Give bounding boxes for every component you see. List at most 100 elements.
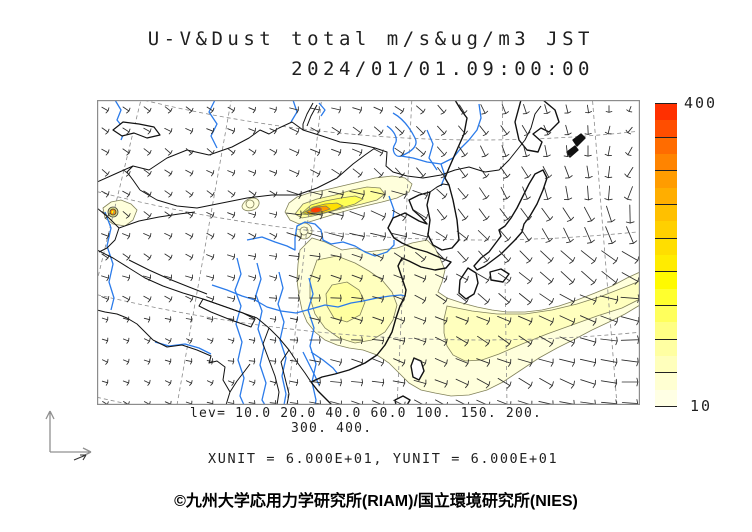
wind-arrow	[604, 165, 613, 179]
title-line-2: 2024/01/01.09:00:00	[291, 58, 594, 80]
wind-arrow	[185, 295, 194, 303]
wind-arrow	[416, 105, 426, 115]
wind-arrow	[269, 127, 277, 135]
wind-arrow	[286, 232, 302, 242]
wind-arrow	[518, 335, 533, 348]
wind-arrow	[412, 190, 428, 200]
wind-arrow	[328, 232, 344, 241]
island-kyushu	[458, 267, 479, 300]
wind-arrow	[227, 253, 236, 261]
dust-blob-small-inner	[245, 199, 255, 209]
wind-arrow	[164, 169, 173, 177]
wind-arrow	[269, 169, 278, 177]
wind-arrow	[289, 316, 299, 323]
wind-arrow	[101, 274, 110, 282]
vector-units-label: XUNIT = 6.000E+01, YUNIT = 6.000E+01	[208, 451, 559, 467]
wind-arrow	[289, 336, 299, 344]
wind-arrow	[185, 127, 194, 135]
wind-arrow	[518, 293, 533, 306]
wind-arrow	[101, 169, 110, 177]
wind-arrow	[373, 106, 384, 114]
dust-contours	[102, 175, 640, 397]
river-nw-2	[208, 100, 218, 149]
border-russia-south	[97, 105, 542, 183]
wind-arrow	[435, 231, 448, 242]
wind-arrow	[584, 185, 593, 201]
colorbar	[655, 103, 677, 407]
wind-arrow	[415, 147, 426, 157]
wind-arrow	[101, 253, 110, 261]
wind-arrow	[437, 104, 447, 115]
wind-arrow	[416, 167, 426, 179]
wind-arrow	[328, 211, 344, 220]
wind-arrow	[248, 106, 256, 114]
wind-arrow	[624, 166, 634, 179]
river-liao	[388, 195, 395, 219]
wind-arrow	[434, 336, 448, 346]
wind-arrow	[501, 145, 510, 158]
colorbar-min-label: 10	[690, 397, 713, 415]
wind-arrow	[476, 378, 491, 389]
wind-arrow	[518, 272, 533, 285]
wind-arrow	[392, 378, 406, 387]
wind-arrow	[393, 252, 406, 262]
colorbar-max-label: 400	[684, 94, 718, 112]
graticule-parallel	[97, 191, 638, 241]
border-double-segment	[302, 102, 318, 130]
wind-arrow	[227, 358, 235, 365]
wind-arrow	[143, 358, 151, 365]
wind-arrow	[206, 190, 215, 198]
wind-arrow	[143, 106, 152, 114]
wind-arrow	[370, 232, 386, 241]
wind-arrow	[391, 232, 407, 241]
wind-arrow	[227, 169, 236, 177]
coast-india	[152, 339, 251, 405]
wind-arrow	[520, 228, 532, 243]
wind-arrow	[206, 127, 215, 135]
contour-levels-line2: 300. 400.	[291, 421, 373, 436]
wind-arrow	[307, 210, 323, 220]
wind-arrow	[500, 186, 511, 200]
wind-arrow	[248, 253, 256, 260]
wind-arrow	[247, 295, 257, 302]
wind-arrow	[372, 316, 384, 325]
wind-arrow	[143, 337, 151, 344]
colorbar-segment	[655, 254, 677, 272]
wind-arrow	[500, 125, 510, 137]
wind-arrow	[564, 165, 573, 179]
wind-arrow	[522, 186, 531, 200]
contour-levels-line1: lev= 10.0 20.0 40.0 60.0 100. 150. 200.	[190, 406, 543, 421]
wind-arrow	[331, 148, 342, 156]
dust-ring-a-inner	[299, 226, 309, 236]
wind-arrow	[269, 274, 278, 282]
rivers	[104, 100, 482, 405]
wind-arrow	[625, 204, 635, 224]
wind-arrow	[122, 127, 131, 135]
lake-balkhash	[112, 121, 161, 139]
wind-arrow	[248, 127, 256, 135]
wind-arrow	[579, 294, 597, 305]
wind-arrow	[330, 378, 342, 387]
wind-arrow	[604, 185, 613, 201]
wind-arrow	[227, 148, 236, 156]
wind-arrow	[543, 104, 551, 114]
river-west-edge	[104, 211, 115, 311]
wind-arrow	[564, 124, 572, 136]
wind-arrow	[435, 274, 448, 283]
wind-arrow	[538, 358, 554, 367]
colorbar-segment	[655, 120, 677, 137]
wind-arrow	[584, 145, 592, 157]
wind-arrow	[185, 169, 194, 177]
wind-arrow	[289, 148, 300, 157]
wind-arrow	[414, 358, 427, 367]
wind-arrow	[434, 379, 448, 388]
river-pearl	[310, 351, 338, 374]
wind-arrow	[309, 252, 321, 261]
wind-arrow	[600, 336, 618, 346]
wind-arrow	[580, 379, 596, 389]
border-korea-north	[429, 183, 450, 193]
wind-arrow	[604, 125, 612, 135]
wind-arrow	[456, 273, 469, 284]
wind-arrow	[122, 106, 131, 114]
wind-arrow	[497, 315, 512, 326]
